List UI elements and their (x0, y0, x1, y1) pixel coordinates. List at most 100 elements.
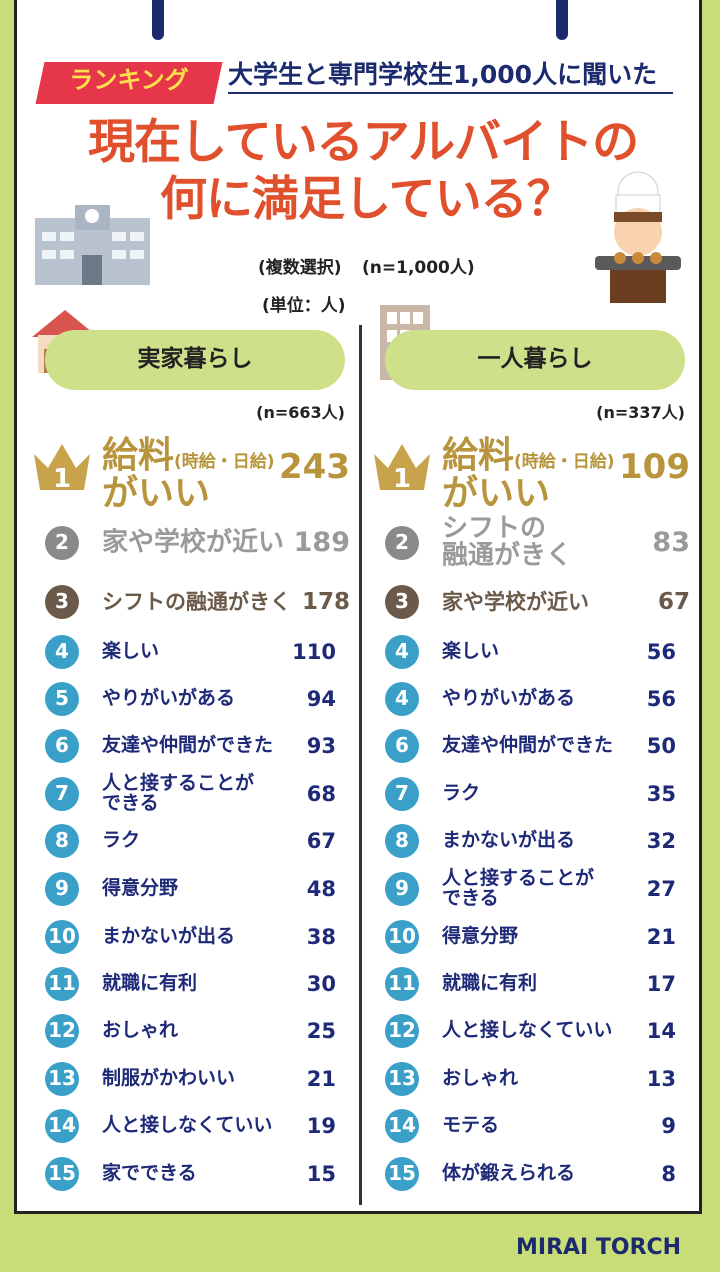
value: 27 (646, 876, 676, 901)
rank: 3 (395, 589, 409, 613)
value: 35 (646, 781, 676, 806)
group-header: 一人暮らし (477, 346, 593, 372)
rank: 13 (388, 1066, 416, 1090)
rank: 10 (48, 924, 76, 948)
value: 38 (306, 924, 336, 949)
brand: MIRAI TORCH (516, 1235, 682, 1260)
school-illustration (35, 205, 150, 285)
label: ラク (102, 829, 141, 852)
label: 制服がかわいい (102, 1067, 236, 1090)
value: 56 (646, 639, 676, 664)
label: 家でできる (102, 1162, 197, 1185)
rank: 4 (395, 686, 409, 710)
value: 13 (646, 1066, 676, 1091)
rank: 6 (55, 733, 69, 757)
rank-circle (385, 967, 419, 1001)
rank: 14 (48, 1113, 76, 1137)
label: やりがいがある (102, 687, 236, 710)
badge: ランキング (69, 66, 189, 94)
rank: 5 (55, 686, 69, 710)
value: 21 (306, 1066, 336, 1091)
rank-circle (385, 1157, 419, 1191)
value: 67 (657, 588, 690, 615)
note: (複数選択) (258, 258, 342, 278)
label: 得意分野 (102, 877, 179, 900)
value: 15 (306, 1161, 336, 1186)
rank: 4 (395, 639, 409, 663)
sample-size: (n=337人) (596, 403, 685, 422)
rank: 7 (55, 781, 69, 805)
value: 32 (646, 828, 676, 853)
label-part: 給料 (442, 435, 515, 476)
label: 得意分野 (442, 925, 519, 948)
rank-circle (385, 1109, 419, 1143)
label-part: (時給・日給) (514, 452, 615, 472)
label: モテる (442, 1114, 500, 1137)
label-part: 給料 (102, 435, 175, 476)
rank: 10 (388, 924, 416, 948)
label: 家や学校が近い (102, 527, 285, 558)
label: 友達や仲間ができた (442, 734, 614, 757)
rank-circle (385, 872, 419, 906)
unit: (単位：人) (262, 296, 346, 316)
label: 家や学校が近い (442, 589, 589, 614)
crown (32, 440, 92, 495)
value: 48 (306, 876, 336, 901)
label-part: がいい (102, 472, 211, 514)
label: シフトの融通がきく (102, 589, 291, 614)
value: 56 (646, 686, 676, 711)
label: まかないが出る (442, 829, 576, 852)
value: 21 (646, 924, 676, 949)
rank-circle (45, 1109, 79, 1143)
rank-circle (45, 729, 79, 763)
rank-circle (45, 526, 79, 560)
group-header-bg (385, 330, 685, 390)
rank: 1 (392, 464, 412, 494)
rank-circle (45, 777, 79, 811)
rank-circle (45, 920, 79, 954)
rank: 15 (48, 1161, 76, 1185)
value: 68 (306, 781, 336, 806)
label: ラク (442, 782, 481, 805)
rank-circle (45, 824, 79, 858)
rank: 9 (55, 876, 69, 900)
rank: 14 (388, 1113, 416, 1137)
rank-circle (45, 1062, 79, 1096)
rank-circle (385, 526, 419, 560)
rank: 2 (55, 530, 69, 554)
rank-circle (385, 585, 419, 619)
value: 189 (293, 526, 350, 558)
label: おしゃれ (442, 1067, 519, 1090)
label: 楽しい (442, 640, 500, 663)
rank-circle (45, 1014, 79, 1048)
rank: 13 (48, 1066, 76, 1090)
rank-circle (45, 635, 79, 669)
label: やりがいがある (442, 687, 576, 710)
value: 243 (279, 447, 350, 487)
sample-size: (n=1,000人) (362, 258, 475, 278)
divider (359, 325, 362, 1205)
label: まかないが出る (102, 925, 236, 948)
title: 何に満足している？ (160, 172, 574, 227)
value: 109 (619, 447, 690, 487)
rank: 11 (388, 971, 416, 995)
value: 67 (306, 828, 336, 853)
rank-circle (385, 777, 419, 811)
rank: 15 (388, 1161, 416, 1185)
rank: 7 (395, 781, 409, 805)
rank-circle (385, 920, 419, 954)
value: 8 (661, 1161, 676, 1186)
value: 94 (306, 686, 336, 711)
rank-circle (385, 635, 419, 669)
panel (14, 0, 702, 1214)
rank: 12 (48, 1018, 76, 1042)
rank-circle (385, 682, 419, 716)
value: 19 (306, 1113, 336, 1138)
label: 人と接することが できる (102, 772, 255, 814)
value: 178 (301, 588, 350, 615)
label: おしゃれ (102, 1019, 179, 1042)
title: 現在しているアルバイトの (88, 115, 639, 170)
group-header-bg (45, 330, 345, 390)
value: 14 (646, 1018, 676, 1043)
